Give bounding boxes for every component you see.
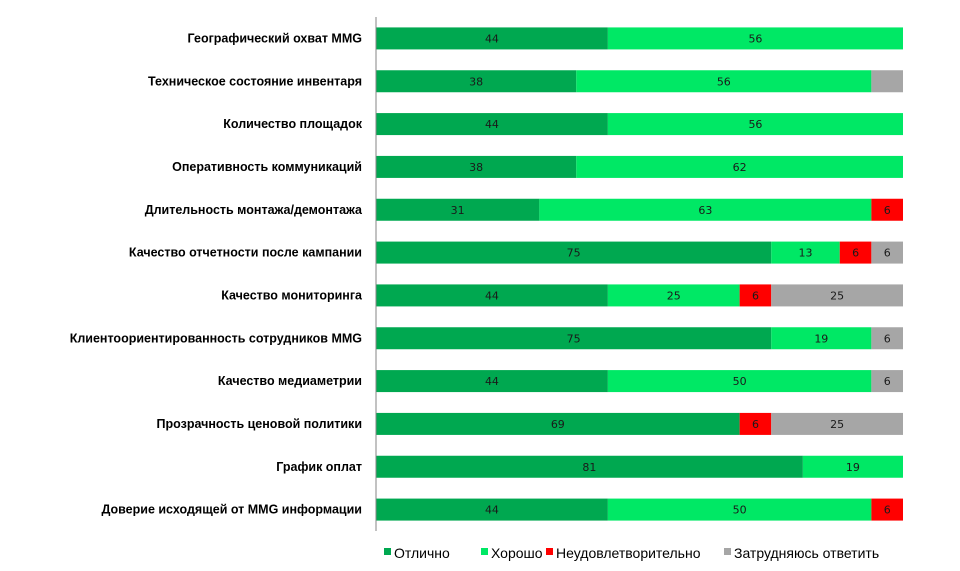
category-label: Качество мониторинга xyxy=(221,288,363,302)
category-label: Географический охват MMG xyxy=(188,31,362,45)
bar-segment xyxy=(576,155,903,178)
data-label: 44 xyxy=(485,289,499,302)
legend-label: Хорошо xyxy=(491,545,543,561)
data-label: 44 xyxy=(485,32,499,45)
category-label: Доверие исходящей от MMG информации xyxy=(101,503,362,517)
data-label: 13 xyxy=(799,247,813,260)
bar-segment xyxy=(771,412,903,435)
data-label: 6 xyxy=(884,375,891,388)
bar-segment xyxy=(871,498,903,521)
data-label: 6 xyxy=(884,204,891,217)
bar-segment xyxy=(871,198,903,221)
bar-segment xyxy=(802,455,903,478)
bar-segment xyxy=(771,284,903,307)
data-label: 6 xyxy=(752,289,759,302)
data-label: 50 xyxy=(733,375,747,388)
bar-segment xyxy=(871,241,903,264)
data-label: 81 xyxy=(582,461,596,474)
bar-segment xyxy=(607,113,903,136)
bar-segment xyxy=(376,455,803,478)
data-label: 56 xyxy=(717,75,731,88)
legend-swatch xyxy=(546,548,553,555)
data-label: 6 xyxy=(884,504,891,517)
bar-segment xyxy=(871,370,903,393)
bar-segment xyxy=(771,241,840,264)
bar-segment xyxy=(376,412,740,435)
legend-label: Затрудняюсь ответить xyxy=(734,545,879,561)
bar-segment xyxy=(376,198,540,221)
bar-segment xyxy=(376,327,772,350)
bar-segment xyxy=(871,327,903,350)
bar-segment xyxy=(376,498,608,521)
bar-segment xyxy=(376,27,608,50)
data-label: 62 xyxy=(733,161,747,174)
bar-segment xyxy=(871,70,903,93)
bar-segment xyxy=(771,327,872,350)
data-label: 25 xyxy=(667,289,681,302)
bar-segment xyxy=(607,27,903,50)
data-label: 6 xyxy=(752,418,759,431)
bar-segment xyxy=(376,70,577,93)
data-label: 63 xyxy=(698,204,712,217)
legend-label: Отлично xyxy=(394,545,450,561)
data-label: 44 xyxy=(485,118,499,131)
bar-segment xyxy=(576,70,872,93)
bar-segment xyxy=(376,113,608,136)
data-label: 44 xyxy=(485,375,499,388)
category-label: Техническое состояние инвентаря xyxy=(148,74,362,88)
legend-swatch xyxy=(724,548,731,555)
bar-segment xyxy=(376,155,577,178)
bar-segment xyxy=(539,198,872,221)
data-label: 19 xyxy=(814,332,828,345)
legend-swatch xyxy=(384,548,391,555)
legend-swatch xyxy=(481,548,488,555)
bar-segment xyxy=(739,284,772,307)
data-label: 38 xyxy=(469,161,483,174)
bar-segment xyxy=(839,241,872,264)
data-label: 69 xyxy=(551,418,565,431)
category-label: Клиентоориентированность сотрудников MMG xyxy=(70,331,362,345)
data-label: 25 xyxy=(830,418,844,431)
bar-segment xyxy=(739,412,772,435)
data-label: 25 xyxy=(830,289,844,302)
data-label: 56 xyxy=(748,118,762,131)
bar-segment xyxy=(376,241,772,264)
data-label: 75 xyxy=(567,247,581,260)
data-label: 56 xyxy=(748,32,762,45)
bar-segment xyxy=(607,284,740,307)
data-label: 6 xyxy=(884,332,891,345)
bar-segment xyxy=(376,284,608,307)
category-label: График оплат xyxy=(276,460,362,474)
data-label: 19 xyxy=(846,461,860,474)
data-label: 31 xyxy=(451,204,465,217)
category-label: Прозрачность ценовой политики xyxy=(157,417,362,431)
data-label: 75 xyxy=(567,332,581,345)
category-label: Длительность монтажа/демонтажа xyxy=(145,203,363,217)
data-label: 38 xyxy=(469,75,483,88)
category-label: Количество площадок xyxy=(223,117,363,131)
category-label: Качество отчетности после кампании xyxy=(129,246,362,260)
data-label: 6 xyxy=(852,247,859,260)
legend-label: Неудовлетворительно xyxy=(556,545,701,561)
bar-segment xyxy=(376,370,608,393)
category-label: Качество медиаметрии xyxy=(218,374,362,388)
bar-segment xyxy=(607,370,872,393)
bar-segment xyxy=(607,498,872,521)
category-label: Оперативность коммуникаций xyxy=(172,160,362,174)
data-label: 6 xyxy=(884,247,891,260)
data-label: 44 xyxy=(485,504,499,517)
data-label: 50 xyxy=(733,504,747,517)
